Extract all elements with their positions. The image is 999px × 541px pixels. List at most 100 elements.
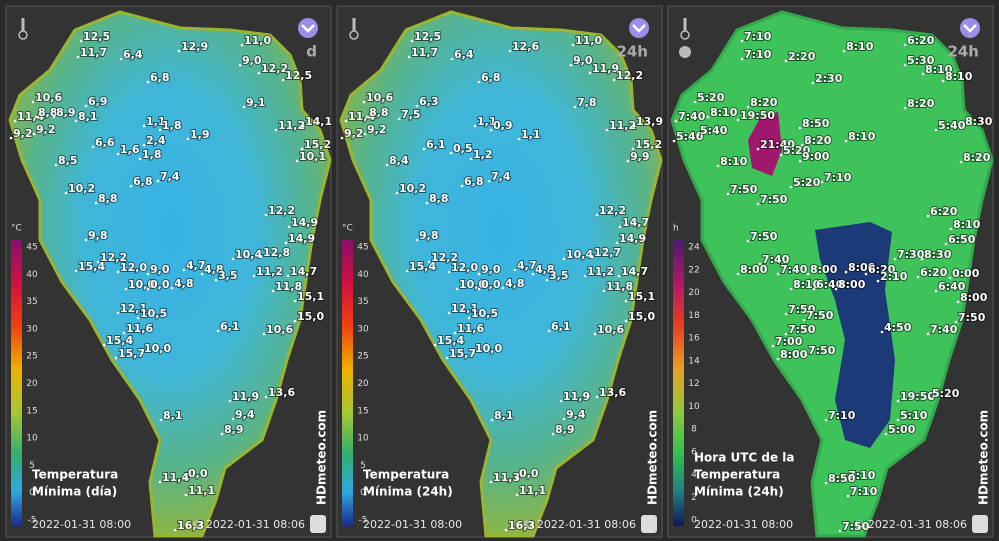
station-value: 6:20 [930, 205, 958, 218]
menu-button[interactable] [960, 18, 980, 38]
station-value: 16,3 [508, 519, 535, 532]
legend-tick: 45 [26, 243, 37, 253]
station-value: 11,0 [575, 34, 602, 47]
station-value: 10,5 [140, 307, 167, 320]
station-value: 10,0 [128, 278, 155, 291]
station-dot [200, 272, 204, 276]
station-value: 10,6 [35, 91, 62, 104]
station-value: 11,3 [493, 471, 520, 484]
legend-unit: °C [342, 224, 353, 234]
station-dot [64, 191, 68, 195]
station-dot [926, 332, 930, 336]
legend-tick: 15 [357, 406, 368, 416]
station-dot [921, 72, 925, 76]
station-value: 12,1 [120, 302, 147, 315]
legend-tick: 25 [357, 352, 368, 362]
station-dot [789, 287, 793, 291]
legend-bar [11, 240, 22, 526]
station-dot [271, 289, 275, 293]
legend-tick: 14 [688, 356, 700, 366]
station-dot [170, 286, 174, 290]
station-dot [515, 476, 519, 480]
station-dot [926, 214, 930, 218]
station-dot [517, 137, 521, 141]
station-value: 11,9 [592, 62, 619, 75]
copyright: © 2022-01-31 08:06 [191, 518, 305, 531]
station-dot [238, 63, 242, 67]
station-value: 8:20 [907, 97, 935, 110]
legend-tick: 45 [357, 243, 368, 253]
legend-tick: 35 [357, 297, 368, 307]
station-dot [415, 238, 419, 242]
station-dot [395, 191, 399, 195]
legend-unit: °C [11, 224, 22, 234]
station-value: 7:50 [842, 520, 870, 533]
station-value: 11,6 [126, 322, 153, 335]
station-dot [746, 105, 750, 109]
station-dot [74, 269, 78, 273]
station-dot [812, 287, 816, 291]
station-value: 5:20 [697, 91, 725, 104]
station-dot [593, 332, 597, 336]
station-value: 12,2 [261, 62, 288, 75]
station-value: 9,2 [36, 123, 56, 136]
menu-button[interactable] [629, 18, 649, 38]
station-value: 10,6 [366, 91, 393, 104]
legend-unit: h [673, 224, 679, 234]
map-title: Mínima (24h) [694, 485, 784, 499]
station-dot [736, 118, 740, 122]
station-value: 12,6 [512, 40, 539, 53]
station-value: 7:10 [828, 409, 856, 422]
station-value: 15,4 [437, 334, 464, 347]
station-value: 0,9 [493, 119, 513, 132]
station-value: 3,5 [218, 269, 238, 282]
station-dot [896, 399, 900, 403]
legend-tick: 25 [26, 352, 37, 362]
station-dot [784, 332, 788, 336]
station-dot [9, 136, 13, 140]
station-dot [559, 399, 563, 403]
station-dot [798, 126, 802, 130]
station-value: 11,7 [80, 46, 107, 59]
station-dot [477, 287, 481, 291]
station-value: 15,7 [449, 347, 476, 360]
station-value: 7:50 [788, 303, 816, 316]
menu-button[interactable] [298, 18, 318, 38]
station-value: 19:50 [900, 390, 935, 403]
station-value: 0:00 [952, 267, 980, 280]
station-value: 9,4 [235, 408, 255, 421]
station-dot [264, 213, 268, 217]
station-value: 5:20 [793, 176, 821, 189]
station-dot [146, 272, 150, 276]
station-dot [286, 274, 290, 278]
station-dot [471, 351, 475, 355]
station-value: 11,0 [244, 34, 271, 47]
station-value: 6:40 [816, 278, 844, 291]
station-value: 6,6 [95, 136, 115, 149]
station-value: 6:20 [907, 34, 935, 47]
station-dot [159, 418, 163, 422]
station-dot [820, 180, 824, 184]
station-dot [182, 268, 186, 272]
station-dot [800, 143, 804, 147]
station-value: 6,1 [426, 138, 446, 151]
station-dot [293, 299, 297, 303]
station-dot [602, 289, 606, 293]
station-dot [834, 287, 838, 291]
legend-tick: 10 [357, 434, 369, 444]
station-value: 7:00 [775, 335, 803, 348]
station-value: 9,0 [481, 263, 501, 276]
time-zone-area [815, 222, 895, 448]
station-value: 9,8 [88, 229, 108, 242]
map-title: Mínima (24h) [363, 485, 453, 499]
station-value: 9,0 [573, 54, 593, 67]
station-dot [864, 272, 868, 276]
brand-logo [641, 515, 657, 533]
station-dot [344, 119, 348, 123]
map-date: 2022-01-31 08:00 [363, 518, 462, 531]
station-dot [949, 227, 953, 231]
station-value: 4,8 [505, 277, 525, 290]
period-label: d [306, 43, 317, 61]
station-value: 7:10 [848, 469, 876, 482]
station-value: 8,1 [494, 409, 514, 422]
